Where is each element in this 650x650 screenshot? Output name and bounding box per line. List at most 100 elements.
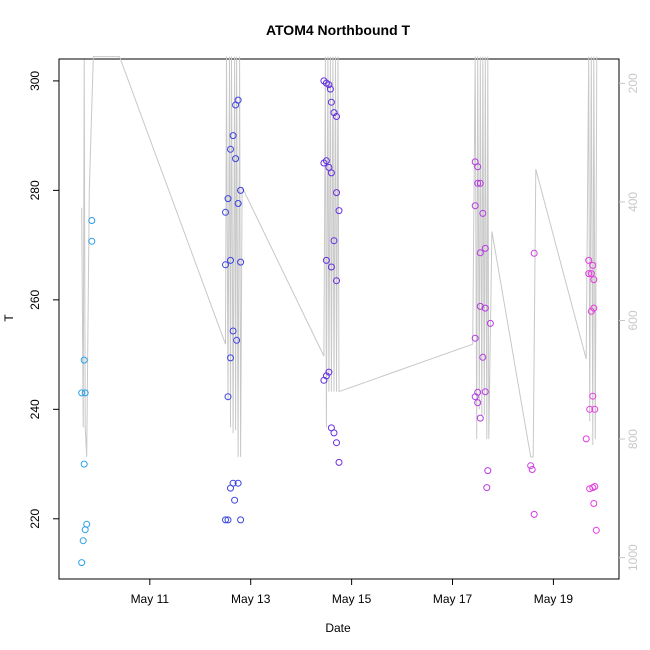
data-point [224,516,232,524]
data-point [585,256,593,264]
data-point [234,200,242,207]
data-point [327,263,335,271]
data-point [88,217,96,224]
data-point [590,276,598,284]
data-point [229,132,237,140]
x-tick-label: May 11 [131,592,170,606]
data-point [474,179,482,187]
data-point [322,157,330,165]
data-point [227,145,234,153]
y-tick-label: 220 [28,508,42,528]
data-point [330,237,338,245]
y2-tick-label: 200 [626,73,640,93]
chart-title: ATOM4 Northbound T [266,22,411,38]
data-point [590,304,598,312]
data-point [484,467,492,475]
plot-box [58,58,620,580]
data-point [479,209,487,217]
data-point [327,98,335,106]
y2-axis: 200 400 600 800 1000 [619,73,640,571]
data-point [527,462,535,470]
data-point [474,388,482,396]
data-point [330,429,338,437]
x-tick-label: May 17 [433,592,473,606]
data-point [327,169,335,177]
data-point [483,484,491,492]
data-point [479,353,487,361]
data-point [590,500,598,507]
y2-tick-label: 400 [626,192,640,212]
data-point [80,460,88,468]
y-axis-label: T [2,314,16,322]
data-point [481,304,489,312]
data-point [530,249,538,257]
data-point [333,113,340,120]
data-point [530,510,538,518]
data-point [471,334,479,342]
data-point [229,327,237,335]
y2-tick-label: 1000 [626,544,640,571]
data-point [476,302,484,310]
data-point [83,520,91,528]
data-point [231,496,239,504]
data-point [80,356,88,364]
data-point [474,399,482,407]
data-point [582,435,590,443]
data-point [586,405,594,413]
data-point [229,479,237,487]
data-point [476,179,484,187]
data-point [81,389,89,397]
data-point [333,277,340,285]
data-point [237,516,245,524]
data-point [325,368,333,376]
data-point [591,405,599,413]
data-point [325,163,333,171]
series-layer [81,56,598,458]
y-tick-label: 300 [28,71,42,91]
data-point [232,155,240,163]
data-point [335,207,343,215]
data-point [326,85,334,93]
data-point [592,526,600,534]
data-point [333,439,340,447]
data-point [476,249,484,257]
data-point [476,414,484,422]
data-point [486,319,494,327]
x-tick-label: May 15 [332,592,372,606]
data-point [234,96,242,104]
series-line-0 [81,56,598,458]
data-point [78,389,86,397]
data-point [589,261,597,269]
data-point [528,466,536,473]
data-point [585,270,593,278]
points-layer [78,77,600,567]
data-point [227,354,234,362]
data-point [222,261,229,269]
x-axis: May 11 May 13 May 15 May 17 May 19 [131,579,573,606]
x-tick-label: May 13 [231,592,271,606]
data-point [335,458,343,466]
data-point [88,237,96,245]
y2-tick-label: 800 [626,429,640,449]
data-point [333,189,340,197]
data-point [237,186,245,194]
data-point [233,336,241,344]
data-point [78,559,86,567]
data-point [481,244,489,252]
x-axis-label: Date [325,621,351,635]
data-point [224,393,232,401]
y2-tick-label: 600 [626,310,640,330]
data-point [227,256,234,264]
data-point [481,388,489,396]
data-point [234,479,242,487]
data-point [237,258,245,266]
data-point [222,516,229,524]
data-point [222,208,229,216]
data-point [224,195,232,203]
data-point [322,256,330,264]
data-point [589,392,597,400]
data-point [325,81,333,89]
data-point [587,270,595,278]
data-point [79,537,87,545]
